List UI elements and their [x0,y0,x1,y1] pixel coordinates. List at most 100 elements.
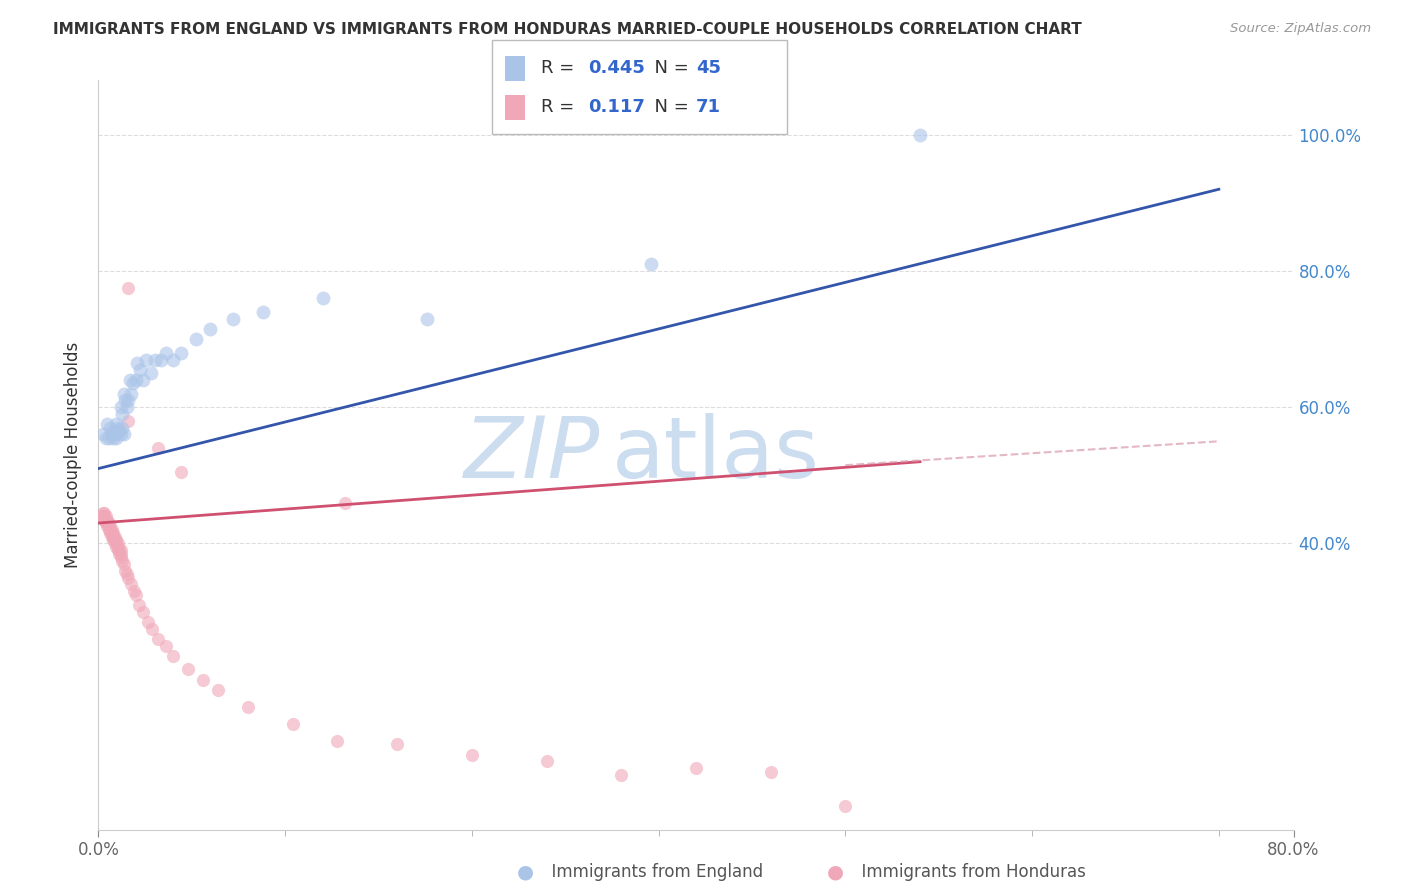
Point [108,424,131,438]
Point [103,424,125,438]
Text: N =: N = [643,60,695,78]
Point [184,332,207,346]
Point [640,257,662,271]
Point [105,417,128,432]
Point [105,533,128,547]
Point [104,427,127,442]
Point [94,513,117,527]
Point [93,506,115,520]
Point [120,577,142,591]
Point [105,536,128,550]
Point [121,376,143,391]
Point [96,516,118,530]
Point [169,345,191,359]
Point [112,386,135,401]
Point [117,393,139,408]
Point [461,747,484,762]
Point [416,311,439,326]
Point [908,128,931,142]
Point [128,598,150,612]
Point [155,345,177,359]
Point [834,798,856,813]
Point [252,305,274,319]
Point [96,417,118,432]
Point [101,427,124,442]
Text: ZIP: ZIP [464,413,600,497]
Point [98,420,122,434]
Point [103,533,125,547]
Point [107,536,129,550]
Point [685,761,707,775]
Point [110,547,132,561]
Text: 0.445: 0.445 [588,60,644,78]
Point [96,519,118,533]
Point [104,533,127,547]
Point [90,509,112,524]
Point [101,526,124,541]
Point [111,420,134,434]
Text: R =: R = [541,60,581,78]
Point [222,311,245,326]
Point [112,427,135,442]
Point [98,519,122,533]
Point [115,567,138,582]
Point [326,734,349,748]
Point [104,536,127,550]
Point [97,523,120,537]
Point [191,673,214,687]
Point [111,553,134,567]
Text: Immigrants from Honduras: Immigrants from Honduras [851,863,1085,881]
Point [125,373,148,387]
Point [101,530,124,544]
Point [93,513,115,527]
Point [97,519,120,533]
Point [148,441,170,455]
Point [169,465,191,479]
Text: atlas: atlas [613,413,820,497]
Point [110,543,132,558]
Point [97,431,120,445]
Point [150,352,173,367]
Point [117,414,139,428]
Point [104,530,127,544]
Text: Source: ZipAtlas.com: Source: ZipAtlas.com [1230,22,1371,36]
Point [385,738,409,752]
Point [136,615,159,629]
Point [200,322,222,336]
Point [107,540,129,554]
Point [101,523,124,537]
Point [94,509,117,524]
Y-axis label: Married-couple Households: Married-couple Households [63,342,82,568]
Point [120,386,142,401]
Point [311,291,333,305]
Text: 71: 71 [696,98,721,116]
Point [110,550,132,565]
Text: Immigrants from England: Immigrants from England [541,863,763,881]
Point [94,431,117,445]
Point [91,509,114,524]
Point [107,543,129,558]
Text: ●: ● [827,863,844,882]
Point [110,427,132,442]
Text: 45: 45 [696,60,721,78]
Point [118,373,141,387]
Point [105,431,128,445]
Point [111,407,134,421]
Point [135,352,157,367]
Point [141,622,163,636]
Point [91,506,114,520]
Point [107,424,129,438]
Point [91,427,114,442]
Point [110,401,132,415]
Point [117,281,139,295]
Point [333,495,356,509]
Point [103,530,125,544]
Point [96,513,118,527]
Point [124,584,146,599]
Point [129,363,152,377]
Point [132,605,155,619]
Point [114,393,136,408]
Point [115,401,138,415]
Point [148,632,170,646]
Point [98,526,122,541]
